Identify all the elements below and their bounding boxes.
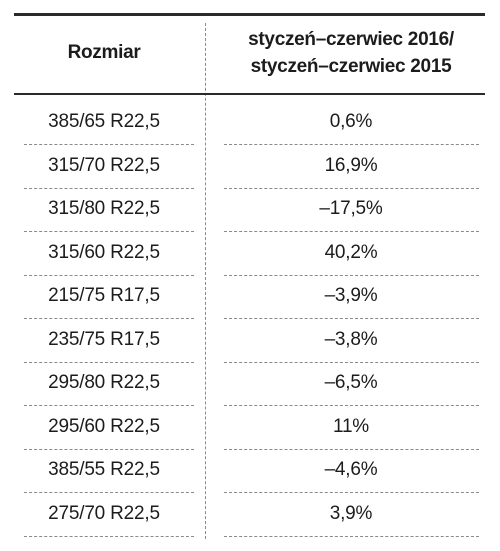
row-rule	[24, 492, 194, 493]
cell-change: –6,5%	[324, 372, 378, 393]
table-row: 275/70 R22,5 3,9%	[14, 495, 485, 539]
cell-size: 215/75 R17,5	[48, 285, 160, 306]
row-rule	[224, 448, 479, 450]
row-rule	[224, 405, 479, 406]
row-rule	[24, 187, 194, 189]
table-row: 295/60 R22,5 11%	[14, 408, 485, 452]
table-row: 385/65 R22,5 0,6%	[14, 103, 485, 147]
table-header: Rozmiar styczeń–czerwiec 2016/ styczeń–c…	[14, 16, 485, 103]
row-rule	[224, 144, 479, 145]
header-change: styczeń–czerwiec 2016/ styczeń–czerwiec …	[217, 16, 485, 90]
cell-change: –17,5%	[319, 198, 383, 219]
row-rule	[224, 187, 479, 189]
table-row: 295/80 R22,5 –6,5%	[14, 364, 485, 408]
table-row: 235/75 R17,5 –3,8%	[14, 321, 485, 365]
header-change-line1: styczeń–czerwiec 2016/	[248, 29, 454, 50]
tire-size-table: Rozmiar styczeń–czerwiec 2016/ styczeń–c…	[14, 13, 485, 540]
cell-size: 385/65 R22,5	[48, 111, 160, 132]
cell-size: 315/70 R22,5	[48, 154, 160, 176]
row-rule	[24, 274, 194, 276]
row-rule	[24, 144, 194, 145]
row-rule	[224, 231, 479, 232]
cell-change: 16,9%	[324, 154, 378, 176]
row-rule	[224, 274, 479, 276]
cell-change: –4,6%	[324, 459, 378, 480]
table-row: 215/75 R17,5 –3,9%	[14, 277, 485, 321]
table-row: 315/70 R22,5 16,9%	[14, 147, 485, 191]
row-rule	[224, 318, 479, 319]
cell-size: 315/80 R22,5	[48, 198, 160, 219]
row-rule	[224, 492, 479, 493]
table-row: 315/80 R22,5 –17,5%	[14, 190, 485, 234]
row-rule	[224, 535, 479, 537]
cell-change: –3,8%	[324, 328, 378, 350]
row-rule	[24, 318, 194, 319]
row-rule	[24, 231, 194, 232]
cell-size: 235/75 R17,5	[48, 328, 160, 350]
column-divider	[205, 23, 206, 539]
row-rule	[24, 405, 194, 406]
header-change-line2: styczeń–czerwiec 2015	[250, 56, 452, 77]
row-rule	[24, 448, 194, 450]
cell-size: 275/70 R22,5	[48, 502, 160, 524]
cell-size: 315/60 R22,5	[48, 241, 160, 263]
cell-change: 11%	[332, 415, 370, 437]
row-rule	[224, 361, 479, 363]
table-row: 385/55 R22,5 –4,6%	[14, 451, 485, 495]
top-rule	[14, 13, 485, 16]
table-row: 315/60 R22,5 40,2%	[14, 234, 485, 278]
cell-size: 385/55 R22,5	[48, 459, 160, 480]
header-size: Rozmiar	[67, 42, 141, 63]
cell-size: 295/80 R22,5	[48, 372, 160, 393]
cell-change: 40,2%	[324, 241, 378, 263]
cell-change: 3,9%	[329, 502, 373, 524]
cell-size: 295/60 R22,5	[48, 415, 160, 437]
table-body: 385/65 R22,5 0,6% 315/70 R22,5 16,9% 315…	[14, 103, 485, 538]
row-rule	[24, 361, 194, 363]
row-rule	[24, 535, 194, 537]
header-rule	[14, 93, 485, 95]
cell-change: –3,9%	[324, 285, 378, 306]
cell-change: 0,6%	[329, 111, 373, 132]
